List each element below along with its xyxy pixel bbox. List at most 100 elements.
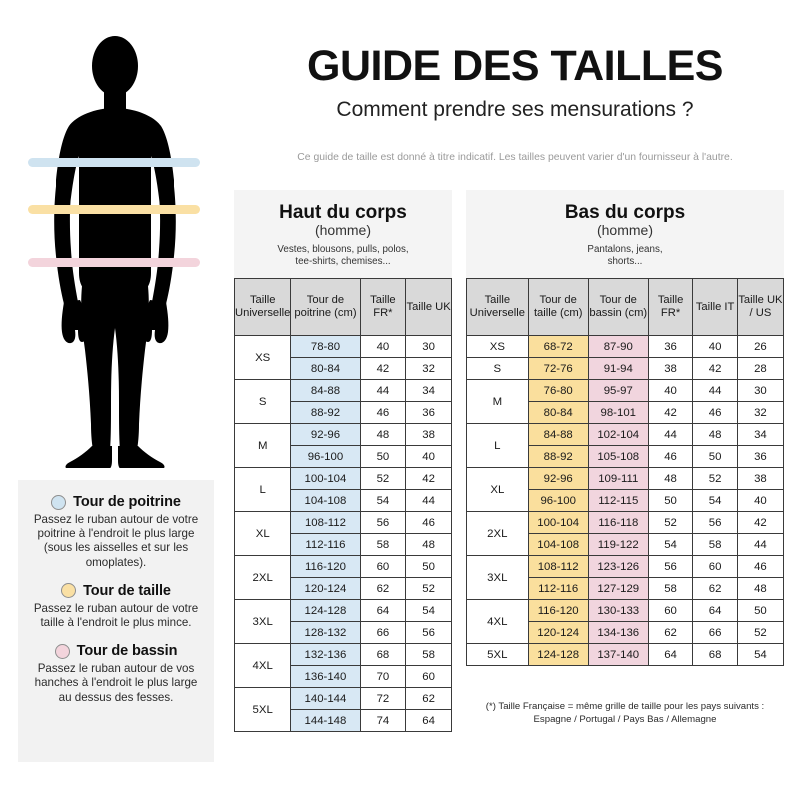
cell-uk-us: 50 [736,599,785,622]
cell-waist: 116-120 [527,599,589,622]
cell-uk: 64 [405,709,452,732]
table-row: 120-124 62 52 [235,577,452,600]
cell-waist: 100-104 [527,511,589,534]
legend-hip-title: Tour de bassin [76,643,178,660]
cell-hip: 119-122 [587,533,649,556]
cell-chest: 136-140 [290,665,361,688]
cell-chest: 92-96 [290,423,361,446]
footnote-text: (*) Taille Française = même grille de ta… [485,701,765,725]
cell-uk-us: 48 [736,577,785,600]
hip-measure-band [28,258,200,267]
cell-uk: 50 [405,555,452,578]
cell-universal-size: L [233,467,292,512]
lower-body-title: Bas du corps [564,202,686,223]
cell-universal-size: 3XL [233,599,292,644]
cell-waist: 120-124 [527,621,589,644]
cell-uk-us: 36 [736,445,785,468]
cell-hip: 87-90 [587,335,649,358]
table-row: 112-116 127-129 58 62 48 [467,577,785,600]
cell-universal-size: S [233,379,292,424]
cell-uk-us: 42 [736,511,785,534]
col-uk-us: Taille UK / US [736,278,785,336]
waist-measure-band [28,205,200,214]
lower-body-tbody: XS 68-72 87-90 36 40 26 S 72-76 91-94 38 42 28 M 76-8… [466,335,785,666]
cell-it: 40 [692,335,738,358]
cell-uk: 38 [405,423,452,446]
cell-uk: 58 [405,643,452,666]
cell-uk: 54 [405,599,452,622]
cell-hip: 123-126 [587,555,649,578]
cell-uk: 44 [405,489,452,512]
cell-waist: 108-112 [527,555,589,578]
measurement-legend: Tour de poitrine Passez le ruban autour … [18,480,214,762]
table-row: XS 68-72 87-90 36 40 26 [466,335,785,358]
upper-body-items: Vestes, blousons, pulls, polos, tee-shir… [277,244,409,267]
cell-waist: 84-88 [527,423,589,446]
cell-fr: 54 [647,533,694,556]
table-row: L 84-88 102-104 44 48 34 [466,423,785,468]
table-row: 96-100 50 40 [235,445,452,468]
cell-fr: 42 [647,401,694,424]
cell-uk-us: 28 [736,357,785,380]
cell-fr: 54 [359,489,407,512]
upper-body-tbody: XS 78-80 40 30 80-84 42 32 S 84-88 44 34 88-92 46 36 M… [233,335,452,732]
cell-fr: 46 [359,401,407,424]
page-header: GUIDE DES TAILLES Comment prendre ses me… [230,0,800,190]
table-row: 2XL 100-104 116-118 52 56 42 [466,511,785,556]
col-universal-size: Taille Universelle [466,278,529,336]
col-uk: Taille UK [405,278,452,336]
lower-body-table: Taille Universelle Tour de taille (cm) T… [466,278,785,666]
cell-uk-us: 40 [736,489,785,512]
cell-it: 66 [692,621,738,644]
cell-universal-size: 2XL [233,555,292,600]
legend-chest-title: Tour de poitrine [73,494,181,510]
cell-it: 50 [692,445,738,468]
cell-fr: 50 [359,445,407,468]
table-row: 5XL 140-144 72 62 [233,687,452,732]
table-row: 136-140 70 60 [235,665,452,688]
cell-fr: 64 [647,643,694,666]
cell-waist: 112-116 [527,577,589,600]
table-row: XL 108-112 56 46 [233,511,452,556]
cell-hip: 112-115 [587,489,649,512]
table-row: 2XL 116-120 60 50 [233,555,452,600]
silhouette-illustration [0,0,230,480]
cell-it: 56 [692,511,738,534]
cell-waist: 124-128 [527,643,589,666]
page-title: GUIDE DES TAILLES [307,42,723,90]
table-header-row: Taille Universelle Tour de poitrine (cm)… [233,278,452,336]
upper-body-card: Haut du corps (homme) Vestes, blousons, … [233,190,452,732]
cell-uk-us: 54 [736,643,785,666]
cell-fr: 74 [359,709,407,732]
col-fr: Taille FR* [647,278,694,336]
male-body-silhouette-icon [54,36,176,468]
cell-hip: 98-101 [587,401,649,424]
cell-uk-us: 38 [736,467,785,490]
upper-body-gender: (homme) [314,222,371,238]
cell-fr: 70 [359,665,407,688]
cell-it: 52 [692,467,738,490]
cell-fr: 72 [359,687,407,710]
cell-fr: 52 [359,467,407,490]
cell-fr: 40 [647,379,694,402]
cell-fr: 60 [647,599,694,622]
table-row: 4XL 132-136 68 58 [233,643,452,688]
cell-fr: 62 [647,621,694,644]
legend-waist-title: Tour de taille [83,582,171,599]
cell-universal-size: S [466,357,529,380]
cell-chest: 124-128 [290,599,361,622]
col-universal-size: Taille Universelle [233,278,292,336]
cell-fr: 38 [647,357,694,380]
cell-uk: 40 [405,445,452,468]
cell-uk: 36 [405,401,452,424]
cell-universal-size: XS [233,335,292,380]
cell-it: 42 [692,357,738,380]
lower-body-items: Pantalons, jeans, shorts... [587,244,663,267]
table-row: 128-132 66 56 [235,621,452,644]
cell-chest: 120-124 [290,577,361,600]
cell-it: 60 [692,555,738,578]
cell-fr: 46 [647,445,694,468]
cell-it: 58 [692,533,738,556]
table-row: 80-84 42 32 [235,357,452,380]
cell-it: 64 [692,599,738,622]
